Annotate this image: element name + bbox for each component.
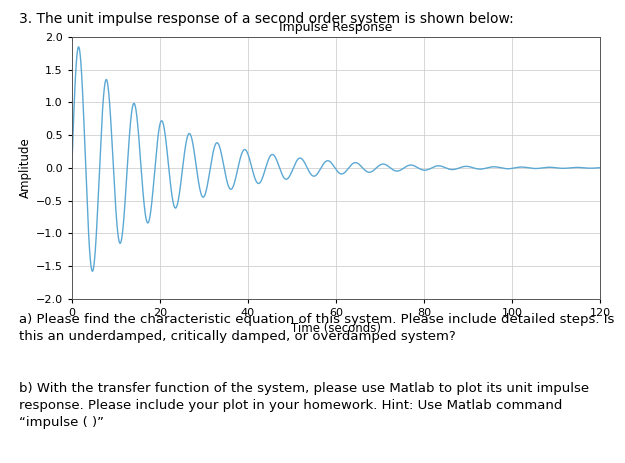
Y-axis label: Amplitude: Amplitude [19, 138, 31, 198]
X-axis label: Time (seconds): Time (seconds) [291, 322, 381, 335]
Text: b) With the transfer function of the system, please use Matlab to plot its unit : b) With the transfer function of the sys… [19, 382, 589, 429]
Text: a) Please find the characteristic equation of this system. Please include detail: a) Please find the characteristic equati… [19, 313, 614, 343]
Text: 3. The unit impulse response of a second order system is shown below:: 3. The unit impulse response of a second… [19, 12, 514, 25]
Title: Impulse Response: Impulse Response [279, 21, 392, 34]
